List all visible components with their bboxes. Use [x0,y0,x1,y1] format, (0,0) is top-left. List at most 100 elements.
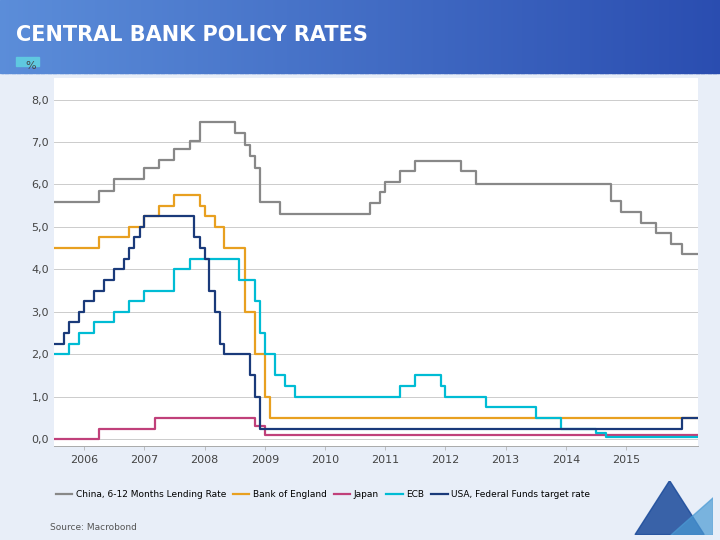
Bar [77,0,80,73]
Bar [598,0,600,73]
Bar [631,0,634,73]
Bar [701,0,704,73]
Bar [257,0,260,73]
Bar [686,0,690,73]
Bar [603,0,606,73]
Bar [158,0,161,73]
Polygon shape [670,497,713,535]
Bar [660,0,663,73]
Bar [343,0,346,73]
Bar [684,0,687,73]
Bar [576,0,579,73]
Bar [410,0,413,73]
Text: CENTRAL BANK POLICY RATES: CENTRAL BANK POLICY RATES [16,25,368,45]
Bar [675,0,678,73]
Bar [96,0,99,73]
Bar [319,0,323,73]
Bar [130,0,132,73]
Bar [362,0,366,73]
Bar [634,0,636,73]
Bar [300,0,303,73]
Bar [178,0,181,73]
Bar [247,0,251,73]
Bar [581,0,584,73]
Bar [269,0,272,73]
Bar [358,0,361,73]
Bar [425,0,428,73]
Bar [163,0,166,73]
Bar [315,0,318,73]
Bar [9,0,13,73]
Bar [0,0,3,73]
Bar [441,0,445,73]
Bar [43,0,46,73]
Bar [480,0,483,73]
Bar [545,0,548,73]
Bar [706,0,708,73]
Bar [65,0,68,73]
Bar [283,0,287,73]
Bar [245,0,248,73]
Bar [38,0,42,73]
Bar [214,0,217,73]
Bar [86,0,89,73]
Bar [79,0,82,73]
Bar [679,0,683,73]
Bar [218,0,222,73]
Bar [470,0,474,73]
Bar [31,0,35,73]
Bar [110,0,114,73]
Bar [713,0,716,73]
Bar [389,0,392,73]
Bar [466,0,469,73]
Bar [7,0,10,73]
Bar [286,0,289,73]
Bar [439,0,442,73]
Bar [153,0,157,73]
Bar [58,0,60,73]
Bar [497,0,500,73]
Bar [593,0,596,73]
Bar [624,0,627,73]
Bar [27,0,30,73]
Bar [639,0,642,73]
Bar [403,0,406,73]
Bar [461,0,464,73]
Bar [504,0,507,73]
Bar [209,0,212,73]
Bar [175,0,179,73]
Bar [115,0,118,73]
Bar [216,0,219,73]
Text: Source: Macrobond: Source: Macrobond [50,523,138,532]
Bar [648,0,651,73]
Bar [382,0,384,73]
Bar [569,0,572,73]
Bar [74,0,78,73]
Bar [670,0,672,73]
Bar [430,0,433,73]
Bar [693,0,697,73]
Bar [14,0,17,73]
Bar [672,0,675,73]
Bar [578,0,582,73]
Bar [653,0,656,73]
Bar [636,0,639,73]
Bar [547,0,550,73]
Bar [137,0,140,73]
Bar [261,0,265,73]
Bar [103,0,107,73]
Bar [99,0,102,73]
Bar [646,0,649,73]
Bar [16,57,39,65]
Bar [605,0,608,73]
Bar [583,0,586,73]
Bar [542,0,546,73]
Bar [250,0,253,73]
Bar [590,0,593,73]
Bar [554,0,557,73]
Bar [204,0,207,73]
Bar [665,0,668,73]
Bar [290,0,294,73]
Bar [192,0,195,73]
Bar [446,0,449,73]
